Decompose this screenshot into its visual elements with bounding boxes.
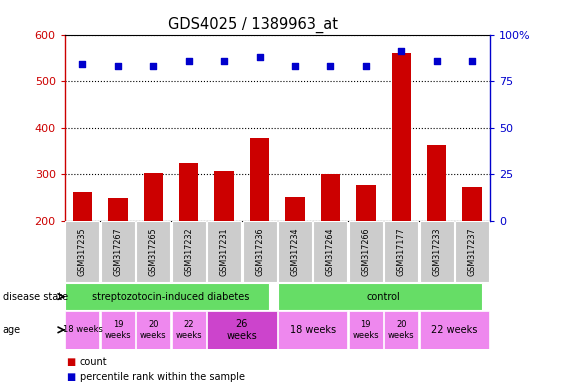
Text: 19
weeks: 19 weeks bbox=[352, 320, 379, 339]
Bar bbox=[278, 221, 312, 282]
Text: 18 weeks: 18 weeks bbox=[289, 325, 336, 335]
Text: GSM317237: GSM317237 bbox=[468, 227, 477, 276]
Bar bbox=[136, 221, 170, 282]
Bar bbox=[65, 311, 100, 349]
Text: percentile rank within the sample: percentile rank within the sample bbox=[80, 372, 245, 382]
Bar bbox=[179, 162, 199, 221]
Bar bbox=[207, 221, 241, 282]
Bar bbox=[243, 221, 276, 282]
Bar bbox=[314, 221, 347, 282]
Bar bbox=[356, 185, 376, 221]
Bar bbox=[65, 221, 100, 282]
Text: GDS4025 / 1389963_at: GDS4025 / 1389963_at bbox=[168, 17, 338, 33]
Point bbox=[220, 58, 229, 64]
Text: disease state: disease state bbox=[3, 291, 68, 302]
Point bbox=[149, 63, 158, 69]
Text: GSM317232: GSM317232 bbox=[184, 227, 193, 276]
Point bbox=[397, 48, 406, 55]
Bar bbox=[427, 146, 446, 221]
Bar bbox=[136, 311, 170, 349]
Text: GSM317267: GSM317267 bbox=[113, 227, 122, 276]
Bar bbox=[250, 138, 269, 221]
Bar bbox=[172, 221, 205, 282]
Bar bbox=[419, 221, 454, 282]
Point bbox=[432, 58, 441, 64]
Text: GSM317177: GSM317177 bbox=[397, 227, 406, 276]
Text: GSM317264: GSM317264 bbox=[326, 227, 335, 276]
Bar bbox=[101, 311, 135, 349]
Point bbox=[361, 63, 370, 69]
Text: GSM317234: GSM317234 bbox=[291, 227, 300, 276]
Point bbox=[326, 63, 335, 69]
Text: 20
weeks: 20 weeks bbox=[140, 320, 167, 339]
Bar bbox=[278, 283, 482, 310]
Text: GSM317231: GSM317231 bbox=[220, 227, 229, 276]
Bar bbox=[349, 221, 383, 282]
Text: control: control bbox=[367, 291, 400, 302]
Text: 26
weeks: 26 weeks bbox=[226, 319, 257, 341]
Text: 20
weeks: 20 weeks bbox=[388, 320, 414, 339]
Bar bbox=[285, 197, 305, 221]
Text: GSM317265: GSM317265 bbox=[149, 227, 158, 276]
Bar bbox=[349, 311, 383, 349]
Bar bbox=[455, 221, 489, 282]
Text: ■: ■ bbox=[66, 357, 75, 367]
Point bbox=[184, 58, 193, 64]
Bar bbox=[101, 221, 135, 282]
Point bbox=[468, 58, 477, 64]
Bar bbox=[391, 53, 411, 221]
Text: GSM317235: GSM317235 bbox=[78, 227, 87, 276]
Point bbox=[255, 54, 264, 60]
Bar bbox=[73, 192, 92, 221]
Bar bbox=[108, 199, 128, 221]
Bar bbox=[207, 311, 276, 349]
Text: 22 weeks: 22 weeks bbox=[431, 325, 477, 335]
Text: age: age bbox=[3, 325, 21, 335]
Bar bbox=[172, 311, 205, 349]
Bar bbox=[144, 173, 163, 221]
Text: 22
weeks: 22 weeks bbox=[176, 320, 202, 339]
Text: ■: ■ bbox=[66, 372, 75, 382]
Text: 19
weeks: 19 weeks bbox=[105, 320, 131, 339]
Bar bbox=[385, 221, 418, 282]
Text: streptozotocin-induced diabetes: streptozotocin-induced diabetes bbox=[92, 291, 250, 302]
Point bbox=[291, 63, 300, 69]
Bar bbox=[215, 170, 234, 221]
Text: GSM317233: GSM317233 bbox=[432, 227, 441, 276]
Point bbox=[113, 63, 122, 69]
Text: GSM317236: GSM317236 bbox=[255, 227, 264, 276]
Text: count: count bbox=[80, 357, 108, 367]
Bar bbox=[65, 283, 270, 310]
Point bbox=[78, 61, 87, 68]
Bar bbox=[385, 311, 418, 349]
Bar bbox=[278, 311, 347, 349]
Text: GSM317266: GSM317266 bbox=[361, 227, 370, 276]
Bar bbox=[321, 174, 340, 221]
Bar bbox=[419, 311, 489, 349]
Text: 18 weeks: 18 weeks bbox=[62, 325, 102, 334]
Bar bbox=[462, 187, 482, 221]
